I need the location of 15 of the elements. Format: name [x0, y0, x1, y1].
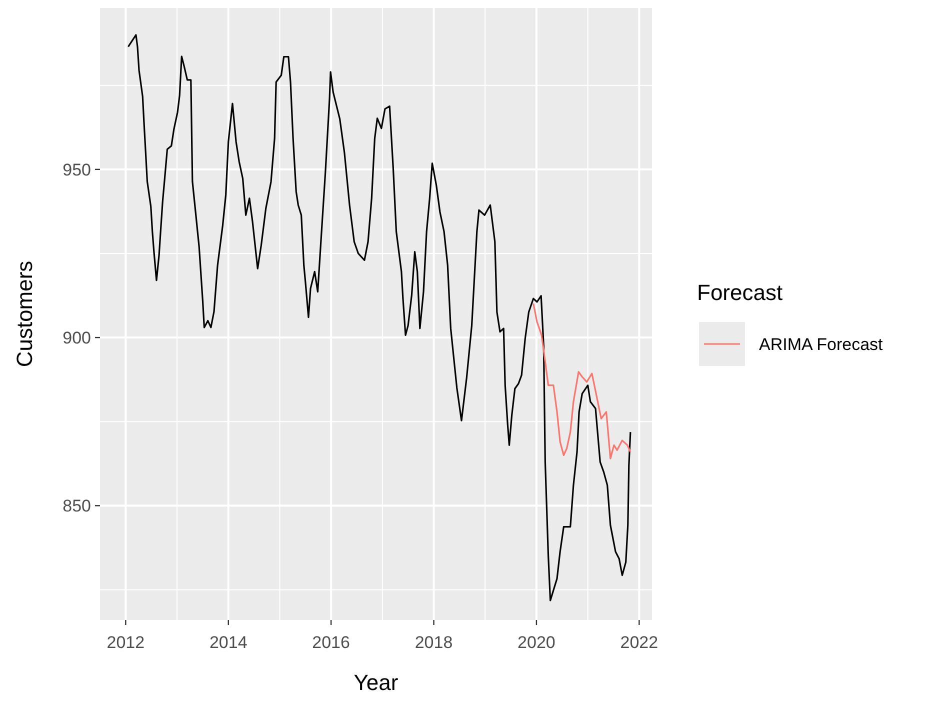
y-tick-label: 950 [62, 160, 91, 180]
x-tick-label: 2016 [312, 633, 350, 652]
x-tick-label: 2018 [414, 633, 453, 652]
y-axis-title: Customers [12, 260, 37, 368]
legend-label: ARIMA Forecast [759, 334, 884, 354]
x-tick-label: 2020 [518, 633, 556, 652]
x-tick-label: 2022 [620, 633, 658, 652]
line-series [127, 34, 632, 602]
y-tick-label: 850 [62, 496, 91, 516]
line-series [532, 302, 632, 460]
x-tick-label: 2012 [106, 633, 145, 652]
y-tick-label: 900 [62, 328, 91, 348]
legend-title: Forecast [697, 280, 783, 305]
x-axis-title: Year [354, 670, 398, 695]
x-tick-label: 2014 [209, 633, 248, 652]
